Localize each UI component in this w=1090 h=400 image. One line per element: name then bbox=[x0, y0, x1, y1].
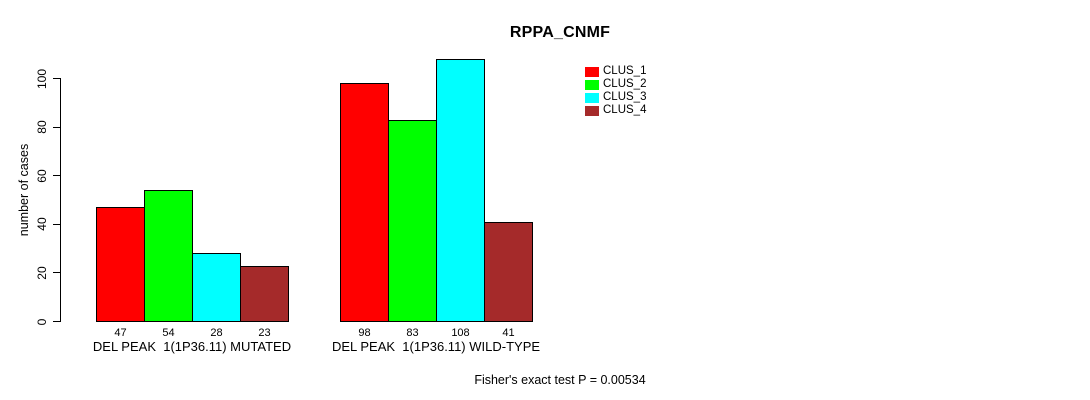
legend-row-clus_3: CLUS_3 bbox=[585, 91, 646, 104]
legend-row-clus_1: CLUS_1 bbox=[585, 65, 646, 78]
bar-value-label: 54 bbox=[162, 327, 175, 339]
bar-clus_4-group2 bbox=[484, 221, 533, 323]
y-tick-label: 100 bbox=[35, 68, 49, 89]
y-axis-label: number of cases bbox=[17, 143, 31, 237]
y-tick-label: 0 bbox=[35, 318, 49, 325]
legend-swatch-icon bbox=[585, 105, 599, 116]
legend-swatch-icon bbox=[585, 79, 599, 90]
y-tick-mark bbox=[53, 78, 60, 79]
legend-row-clus_4: CLUS_4 bbox=[585, 104, 646, 117]
bar-clus_1-group2 bbox=[340, 83, 389, 323]
y-tick-label: 80 bbox=[35, 120, 49, 134]
y-tick-mark bbox=[53, 175, 60, 177]
annotation-text: Fisher's exact test P = 0.00534 bbox=[474, 373, 646, 387]
legend-label: CLUS_3 bbox=[603, 91, 647, 103]
legend-row-clus_2: CLUS_2 bbox=[585, 78, 646, 91]
bar-clus_2-group2 bbox=[388, 119, 437, 323]
y-tick-mark bbox=[53, 223, 60, 225]
legend-label: CLUS_4 bbox=[603, 104, 647, 116]
legend-label: CLUS_2 bbox=[603, 78, 647, 90]
bar-clus_3-group2 bbox=[436, 59, 485, 323]
bar-value-label: 108 bbox=[451, 327, 470, 339]
y-tick-mark bbox=[53, 321, 60, 322]
bar-clus_2-group1 bbox=[144, 190, 193, 323]
y-tick-label: 60 bbox=[35, 169, 49, 183]
bar-value-label: 98 bbox=[358, 327, 371, 339]
bar-value-label: 23 bbox=[258, 327, 271, 339]
legend: CLUS_1 CLUS_2 CLUS_3 CLUS_4 bbox=[585, 65, 646, 117]
y-tick-mark bbox=[53, 126, 60, 128]
legend-swatch-icon bbox=[585, 66, 599, 77]
x-group-label: DEL PEAK 1(1P36.11) MUTATED bbox=[92, 339, 292, 354]
bar-value-label: 47 bbox=[114, 327, 127, 339]
y-tick-label: 20 bbox=[35, 266, 49, 280]
y-tick-label: 40 bbox=[35, 217, 49, 231]
bar-clus_4-group1 bbox=[240, 265, 289, 323]
x-group-label: DEL PEAK 1(1P36.11) WILD-TYPE bbox=[331, 339, 541, 354]
chart-title: RPPA_CNMF bbox=[509, 24, 611, 41]
y-axis-line bbox=[60, 78, 61, 322]
bar-value-label: 41 bbox=[502, 327, 515, 339]
legend-swatch-icon bbox=[585, 92, 599, 103]
bar-clus_1-group1 bbox=[96, 207, 145, 323]
bar-value-label: 28 bbox=[210, 327, 223, 339]
legend-label: CLUS_1 bbox=[603, 65, 647, 77]
bar-value-label: 83 bbox=[406, 327, 419, 339]
bar-clus_3-group1 bbox=[192, 253, 241, 323]
y-tick-mark bbox=[53, 272, 60, 274]
